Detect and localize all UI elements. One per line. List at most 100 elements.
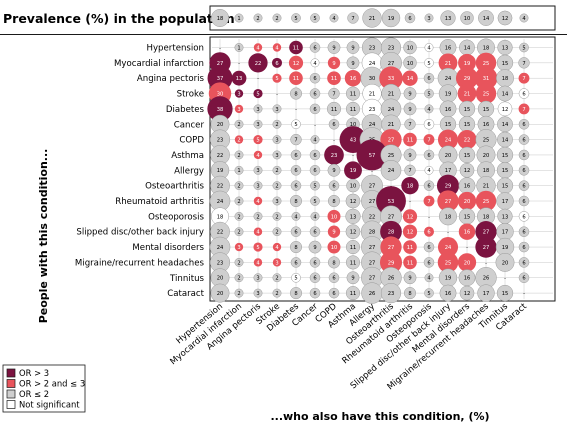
matrix-bubble xyxy=(458,53,476,72)
matrix-value-label: 2 xyxy=(275,230,278,236)
row-label: Osteoarthritis xyxy=(145,182,204,192)
matrix-bubble xyxy=(404,164,416,176)
prevalence-value-label: 13 xyxy=(445,16,452,22)
matrix-value-label: 16 xyxy=(350,76,357,82)
matrix-bubble xyxy=(253,181,263,191)
matrix-value-label: 24 xyxy=(369,61,376,67)
matrix-value-label: 9 xyxy=(408,107,411,113)
matrix-bubble xyxy=(289,40,303,55)
matrix-value-label: 2 xyxy=(275,214,278,220)
matrix-bubble xyxy=(404,118,416,130)
matrix-value-label: 2 xyxy=(237,276,240,282)
matrix-value-label: 10 xyxy=(350,184,357,190)
legend-label: OR > 2 and ≤ 3 xyxy=(19,379,85,389)
matrix-value-label: 20 xyxy=(464,260,471,266)
prevalence-bubble xyxy=(310,13,320,23)
matrix-bubble xyxy=(327,194,341,208)
matrix-value-label: 9 xyxy=(351,276,354,282)
matrix-value-label: 24 xyxy=(217,199,224,205)
matrix-bubble xyxy=(345,193,361,209)
matrix-bubble xyxy=(253,288,263,298)
prevalence-value-label: 3 xyxy=(427,16,430,22)
matrix-bubble xyxy=(327,256,341,269)
matrix-bubble xyxy=(403,287,417,300)
matrix-bubble xyxy=(288,55,304,70)
matrix-value-label: 8 xyxy=(294,91,297,97)
matrix-bubble xyxy=(475,52,497,74)
matrix-value-label: 23 xyxy=(331,153,338,159)
matrix-bubble xyxy=(346,56,360,70)
matrix-value-label: 6 xyxy=(427,230,430,236)
matrix-bubble xyxy=(402,209,418,224)
diagonal-dash: - xyxy=(466,245,468,251)
matrix-bubble xyxy=(253,119,263,129)
matrix-value-label: 12 xyxy=(502,107,509,113)
matrix-bubble xyxy=(457,253,477,272)
matrix-value-label: 17 xyxy=(502,199,509,205)
matrix-bubble xyxy=(458,146,476,164)
matrix-value-label: 15 xyxy=(464,107,471,113)
matrix-bubble xyxy=(272,43,282,52)
matrix-value-label: 27 xyxy=(388,214,395,220)
matrix-bubble xyxy=(518,72,530,84)
matrix-bubble xyxy=(380,160,402,181)
matrix-value-label: 27 xyxy=(483,245,490,251)
matrix-value-label: 4 xyxy=(427,107,431,113)
matrix-bubble xyxy=(345,286,361,301)
matrix-value-label: 6 xyxy=(522,184,525,190)
matrix-bubble xyxy=(309,272,321,284)
matrix-value-label: 4 xyxy=(427,276,431,282)
matrix-value-label: 10 xyxy=(407,45,414,51)
matrix-value-label: 11 xyxy=(350,245,357,251)
matrix-value-label: 25 xyxy=(483,91,490,97)
matrix-value-label: 7 xyxy=(294,138,297,144)
prevalence-bubble xyxy=(424,13,434,23)
matrix-bubble xyxy=(309,103,321,115)
matrix-bubble xyxy=(289,87,303,100)
matrix-bubble xyxy=(403,56,417,70)
matrix-value-label: 12 xyxy=(350,230,357,236)
matrix-value-label: 37 xyxy=(217,76,224,82)
matrix-value-label: 22 xyxy=(369,214,376,220)
matrix-value-label: 19 xyxy=(464,61,471,67)
matrix-bubble xyxy=(423,226,435,237)
legend-label: Not significant xyxy=(19,400,80,410)
matrix-frame xyxy=(209,36,556,302)
matrix-bubble xyxy=(272,181,282,191)
matrix-value-label: 18 xyxy=(483,168,490,174)
matrix-bubble xyxy=(309,226,321,237)
matrix-value-label: 12 xyxy=(293,61,300,67)
matrix-bubble xyxy=(309,287,321,299)
matrix-bubble xyxy=(518,149,530,161)
matrix-bubble xyxy=(327,71,341,85)
matrix-value-label: 11 xyxy=(350,91,357,97)
legend-swatch xyxy=(6,368,16,378)
row-labels: Hypertension Myocardial infarction Angina … xyxy=(75,44,205,300)
matrix-value-label: 6 xyxy=(332,291,335,297)
matrix-bubble xyxy=(234,257,244,267)
matrix-value-label: 6 xyxy=(294,260,297,266)
matrix-bubble xyxy=(290,133,302,146)
matrix-bubble xyxy=(496,284,514,302)
matrix-value-label: 27 xyxy=(388,138,395,144)
matrix-bubbles: -1 4 4 11 6 9 9 23 23 10 4 16 14 18 13 527-22 6 12 4 9 9 24 27… xyxy=(207,37,530,304)
matrix-bubble xyxy=(234,104,244,114)
matrix-value-label: 29 xyxy=(445,184,452,190)
matrix-value-label: 1 xyxy=(237,168,240,174)
matrix-value-label: 11 xyxy=(293,76,300,82)
matrix-value-label: 4 xyxy=(313,61,317,67)
matrix-value-label: 4 xyxy=(256,45,260,51)
matrix-value-label: 5 xyxy=(427,91,430,97)
matrix-value-label: 3 xyxy=(237,107,240,113)
matrix-bubble xyxy=(309,72,321,84)
matrix-bubble xyxy=(345,224,361,240)
matrix-value-label: 7 xyxy=(408,122,411,128)
matrix-value-label: 20 xyxy=(464,199,471,205)
matrix-bubble xyxy=(457,129,477,150)
matrix-value-label: 9 xyxy=(408,153,411,159)
matrix-bubble xyxy=(423,118,435,130)
matrix-value-label: 11 xyxy=(407,138,414,144)
matrix-value-label: 6 xyxy=(294,230,297,236)
prevalence-bubble xyxy=(211,9,229,27)
matrix-value-label: 3 xyxy=(256,122,259,128)
